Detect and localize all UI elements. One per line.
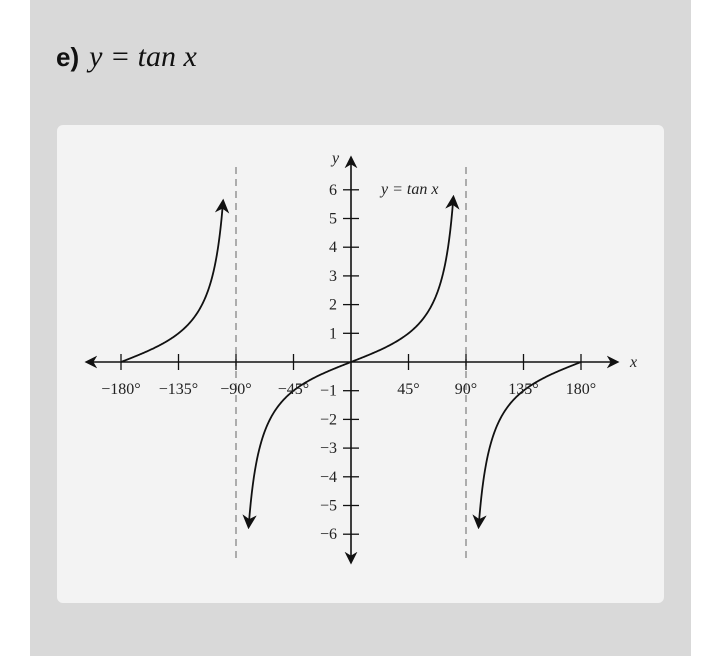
question-heading: e) y = tan x — [56, 40, 197, 80]
x-axis-label: x — [629, 354, 637, 371]
y-tick-label: 1 — [329, 325, 337, 342]
y-tick-label: 6 — [329, 182, 337, 199]
y-tick-label: −6 — [320, 526, 337, 543]
x-tick-label: −90° — [220, 381, 251, 398]
equation-title: y = tan x — [89, 40, 197, 73]
curve-branch-right — [472, 361, 582, 530]
y-tick-label: 2 — [329, 297, 337, 314]
x-tick-label: 180° — [566, 381, 596, 398]
curve-branch-left — [120, 198, 230, 363]
y-axis-label: y — [330, 150, 340, 167]
part-label: e) — [56, 42, 80, 72]
x-tick-label: 135° — [508, 381, 538, 398]
y-tick-label: 3 — [329, 268, 337, 285]
x-tick-label: 45° — [397, 381, 419, 398]
y-tick-label: −5 — [320, 498, 337, 515]
y-tick-label: −3 — [320, 440, 337, 457]
curve-label: y = tan x — [379, 181, 438, 198]
x-tick-label: 90° — [455, 381, 477, 398]
y-tick-label: −2 — [320, 411, 337, 428]
y-tick-label: −1 — [320, 383, 337, 400]
curve-branch-middle — [242, 194, 460, 530]
x-tick-label: −135° — [159, 381, 198, 398]
y-tick-label: −4 — [320, 469, 337, 486]
x-tick-label: −180° — [101, 381, 140, 398]
y-tick-label: 4 — [329, 239, 337, 256]
y-tick-label: 5 — [329, 211, 337, 228]
x-tick-label: −45° — [278, 381, 309, 398]
